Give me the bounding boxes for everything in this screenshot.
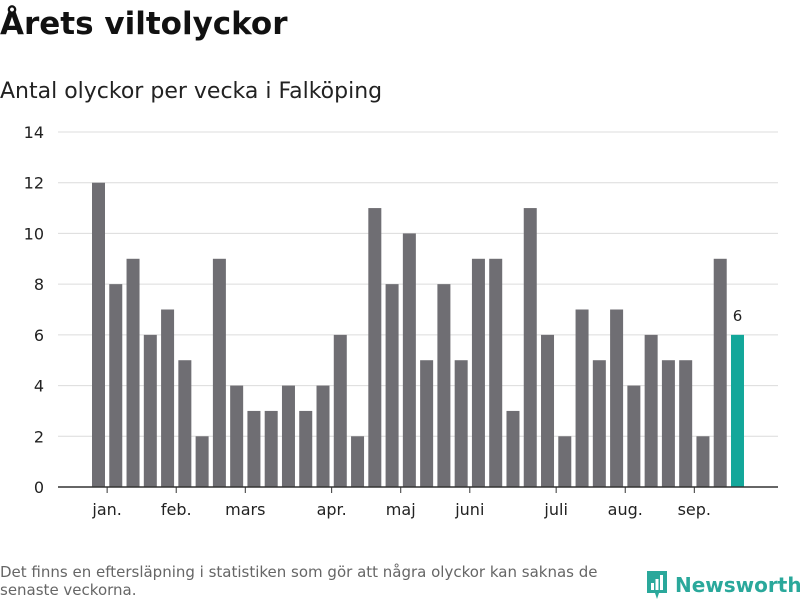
bar[interactable] — [230, 385, 244, 487]
bar[interactable] — [558, 436, 572, 487]
y-tick-label: 0 — [34, 478, 44, 497]
x-tick-label: feb. — [161, 500, 192, 519]
bar[interactable] — [333, 334, 347, 487]
y-tick-label: 14 — [24, 123, 44, 142]
brand-name: Newsworthy — [675, 573, 800, 597]
bars — [92, 182, 744, 488]
bar[interactable] — [126, 258, 140, 487]
brand-logo[interactable]: Newsworthy — [645, 569, 800, 601]
footnote: Det finns en eftersläpning i statistiken… — [0, 563, 598, 599]
x-tick-label: sep. — [678, 500, 711, 519]
bar[interactable] — [316, 385, 330, 487]
bar[interactable] — [178, 360, 192, 487]
bar[interactable] — [195, 436, 209, 487]
x-tick-label: mars — [225, 500, 265, 519]
bar[interactable] — [92, 182, 105, 487]
x-tick-label: juni — [454, 500, 484, 519]
bar[interactable] — [264, 410, 278, 487]
bar[interactable] — [420, 360, 434, 487]
bar[interactable] — [679, 360, 693, 487]
bar[interactable] — [161, 309, 175, 488]
bar[interactable] — [109, 284, 123, 487]
gridlines — [58, 131, 778, 437]
bar[interactable] — [713, 258, 727, 487]
bar[interactable] — [489, 258, 503, 487]
y-tick-label: 10 — [24, 224, 44, 243]
bar[interactable] — [368, 208, 382, 488]
y-tick-label: 12 — [24, 174, 44, 193]
bar[interactable] — [610, 309, 624, 488]
x-tick-label: apr. — [317, 500, 347, 519]
x-axis-ticks: jan. feb. mars apr. maj juni juli aug. sep. — [91, 487, 711, 519]
bar-chart: 0 2 4 6 8 10 12 14 6 jan. feb. mars apr. maj juni jul… — [24, 123, 778, 519]
bar[interactable] — [281, 385, 295, 487]
bar[interactable] — [143, 334, 157, 487]
bar[interactable] — [541, 334, 555, 487]
bar[interactable] — [454, 360, 468, 487]
bar[interactable] — [730, 334, 744, 487]
y-tick-label: 4 — [34, 377, 44, 396]
bar[interactable] — [661, 360, 675, 487]
chart-subtitle: Antal olyckor per vecka i Falköping — [0, 79, 383, 104]
y-tick-label: 6 — [34, 326, 44, 345]
y-axis-ticks: 0 2 4 6 8 10 12 14 — [24, 123, 44, 497]
bar[interactable] — [247, 410, 261, 487]
bar[interactable] — [627, 385, 641, 487]
y-tick-label: 2 — [34, 427, 44, 446]
bar[interactable] — [575, 309, 589, 488]
bar[interactable] — [385, 284, 399, 487]
bar[interactable] — [592, 360, 606, 487]
bar[interactable] — [644, 334, 658, 487]
bar[interactable] — [299, 410, 313, 487]
x-tick-label: jan. — [91, 500, 121, 519]
bar[interactable] — [212, 258, 226, 487]
bar[interactable] — [523, 208, 537, 488]
bar[interactable] — [351, 436, 365, 487]
data-label: 6 — [733, 307, 743, 325]
bar[interactable] — [506, 410, 520, 487]
x-tick-label: maj — [386, 500, 416, 519]
chart-title: Årets viltolyckor — [0, 6, 288, 42]
bar[interactable] — [402, 233, 416, 487]
data-labels: 6 — [733, 307, 743, 325]
newsworthy-logo-icon — [647, 571, 667, 599]
bar[interactable] — [696, 436, 710, 487]
x-tick-label: aug. — [608, 500, 643, 519]
y-tick-label: 8 — [34, 275, 44, 294]
bar[interactable] — [471, 258, 485, 487]
bar[interactable] — [437, 284, 451, 487]
x-tick-label: juli — [543, 500, 567, 519]
